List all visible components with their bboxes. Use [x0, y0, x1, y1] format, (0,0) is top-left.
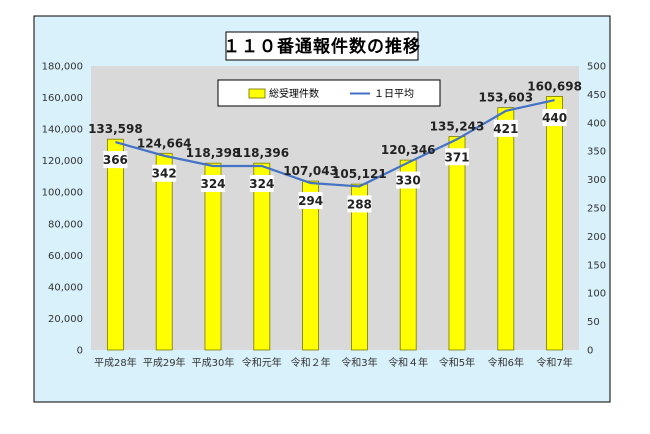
- right-tick-label: 150: [587, 260, 606, 271]
- bar: [399, 159, 417, 351]
- right-tick-label: 0: [587, 346, 593, 357]
- legend: 総受理件数 １日平均: [217, 79, 441, 107]
- right-tick-label: 100: [587, 289, 606, 300]
- bar: [546, 96, 563, 351]
- bar-value-label: 105,121: [332, 167, 387, 181]
- point-value-label: 294: [298, 194, 323, 208]
- point-value-label: 371: [444, 150, 469, 164]
- x-tick-label: 令和４年: [388, 356, 428, 369]
- left-tick-label: 100,000: [42, 188, 83, 199]
- bar-series: [107, 96, 563, 351]
- left-tick-label: 40,000: [48, 282, 83, 293]
- bar: [253, 162, 271, 351]
- legend-bar-label: 総受理件数: [269, 87, 319, 100]
- point-label-box: [201, 174, 225, 192]
- bar: [204, 162, 222, 351]
- point-label-box: [249, 174, 274, 192]
- bar-value-label: 107,043: [283, 164, 338, 178]
- x-tick-label: 令和２年: [291, 356, 331, 369]
- point-label-box: [152, 164, 177, 182]
- point-value-label: 288: [347, 197, 372, 211]
- left-tick-label: 20,000: [48, 314, 83, 325]
- right-tick-label: 500: [587, 62, 606, 73]
- left-tick-label: 120,000: [42, 156, 83, 167]
- right-tick-label: 200: [587, 232, 606, 243]
- left-tick-label: 0: [77, 346, 83, 357]
- left-tick-label: 140,000: [42, 125, 83, 136]
- bar-value-label: 135,243: [430, 120, 485, 134]
- right-tick-label: 400: [587, 118, 606, 129]
- bar: [155, 152, 173, 351]
- point-label-box: [396, 171, 421, 189]
- point-label-box: [103, 151, 128, 169]
- x-tick-label: 令和6年: [488, 356, 524, 369]
- left-tick-label: 160,000: [42, 93, 83, 104]
- x-tick-label: 平成29年: [143, 356, 186, 369]
- point-value-label: 440: [542, 111, 567, 125]
- bar-value-label: 118,398: [186, 146, 241, 160]
- x-tick-label: 令和元年: [242, 356, 282, 369]
- right-tick-label: 350: [587, 147, 606, 158]
- bar-value-label: 153,603: [478, 91, 533, 105]
- point-value-label: 324: [249, 177, 274, 191]
- point-label-box: [542, 109, 567, 127]
- bar: [448, 136, 466, 351]
- left-tick-label: 60,000: [48, 251, 83, 262]
- point-label-box: [445, 148, 469, 166]
- bar-value-label: 118,396: [234, 146, 289, 160]
- legend-bar-swatch: [248, 88, 266, 99]
- point-label-box: [493, 119, 518, 137]
- point-value-label: 366: [103, 153, 128, 167]
- chart-title-box: １１０番通報件数の推移: [223, 31, 421, 61]
- right-axis: 0 50 100 150 200 250 300 350 400 450 500: [587, 62, 606, 357]
- average-line: [115, 99, 555, 188]
- point-value-label: 342: [152, 167, 177, 181]
- bar-value-label: 124,664: [137, 136, 192, 150]
- bar-value-label: 160,698: [527, 79, 582, 93]
- right-tick-label: 300: [587, 175, 606, 186]
- point-label-box: [347, 195, 372, 213]
- line-data-labels: 366 342 324 324 294 288 330 371 421 440: [103, 109, 567, 213]
- bar: [350, 183, 368, 351]
- point-value-label: 324: [200, 177, 225, 191]
- x-tick-label: 平成28年: [94, 356, 137, 369]
- bar-value-label: 120,346: [381, 143, 436, 157]
- left-tick-label: 180,000: [42, 62, 83, 73]
- left-axis: 0 20,000 40,000 60,000 80,000 100,000 120,000 1…: [42, 62, 83, 357]
- bar: [302, 180, 320, 351]
- right-tick-label: 50: [587, 317, 600, 328]
- x-tick-label: 令和7年: [536, 356, 572, 369]
- x-tick-label: 令和3年: [341, 356, 377, 369]
- x-tick-label: 令和5年: [439, 356, 475, 369]
- right-tick-label: 250: [587, 204, 606, 215]
- legend-line-label: １日平均: [374, 88, 414, 100]
- line-series: [115, 99, 555, 188]
- title-frame: [225, 31, 419, 61]
- x-tick-label: 平成30年: [192, 356, 235, 369]
- bar: [497, 107, 515, 351]
- right-tick-label: 450: [587, 90, 606, 101]
- bar: [107, 138, 124, 351]
- left-tick-label: 80,000: [48, 219, 83, 230]
- bar-value-label: 133,598: [88, 122, 143, 136]
- point-value-label: 421: [493, 122, 518, 136]
- chart-title: １１０番通報件数の推移: [223, 36, 421, 57]
- point-label-box: [298, 192, 323, 210]
- point-value-label: 330: [396, 174, 421, 188]
- x-axis: 平成28年 平成29年 平成30年 令和元年 令和２年 令和3年 令和４年 令和5年 令和6年令…: [94, 356, 573, 369]
